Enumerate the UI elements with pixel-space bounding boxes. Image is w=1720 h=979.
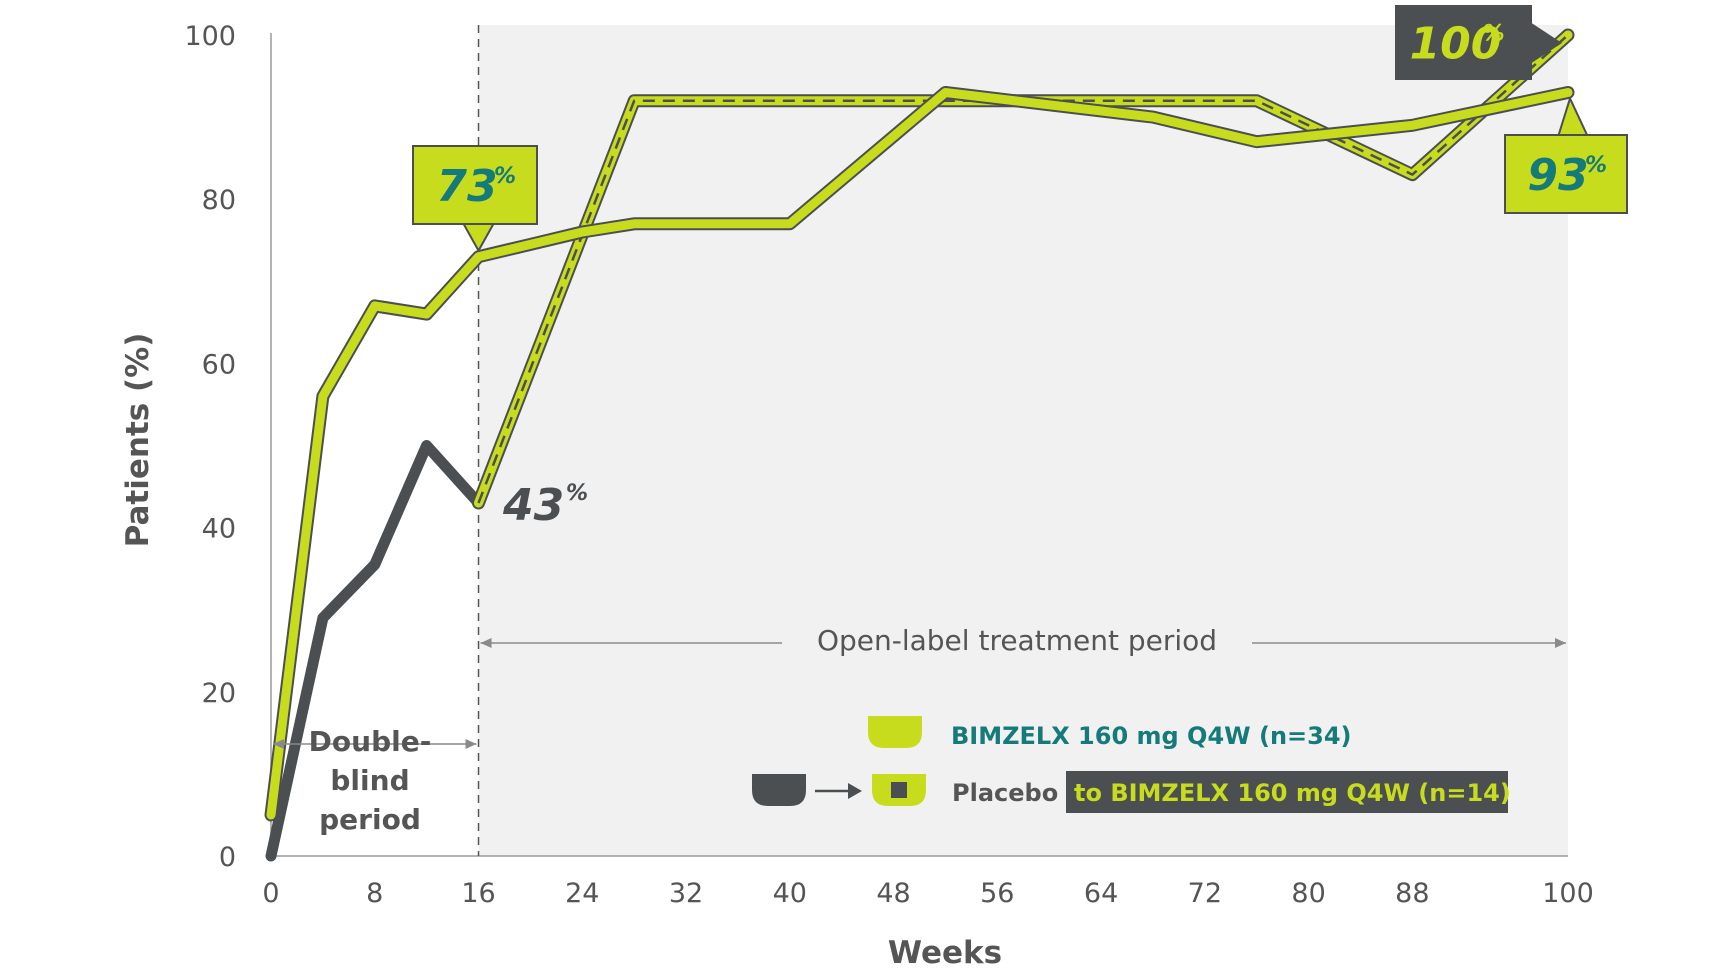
callout-73-box <box>412 145 538 225</box>
open-label-arrow-head-right <box>1555 638 1566 648</box>
legend-swatch-bimzelx <box>868 716 922 748</box>
legend-switch-square-icon <box>891 782 907 798</box>
y-axis-title: Patients (%) <box>120 333 156 548</box>
double-blind-line-2: blind <box>330 764 409 797</box>
x-tick-label-10: 80 <box>1291 878 1325 909</box>
series-lines <box>264 28 1575 862</box>
callout-93-value: 93 <box>1527 150 1588 201</box>
callout-73: 73% <box>412 145 538 252</box>
legend-switch-label-box <box>1066 771 1508 813</box>
y-tick-label-5: 100 <box>184 21 236 52</box>
legend-swatch-placebo <box>752 774 806 806</box>
double-blind-line-3: period <box>319 803 421 836</box>
series-bimzelx-fill <box>266 88 1573 820</box>
callout-93-box <box>1504 134 1628 214</box>
x-tick-label-2: 16 <box>461 878 495 909</box>
callout-100-box <box>1395 5 1532 80</box>
y-tick-label-3: 60 <box>202 349 236 380</box>
callout-100-value: 100 <box>1410 19 1502 70</box>
callout-100-unit: % <box>1482 22 1504 47</box>
x-tick-label-12: 100 <box>1542 878 1594 909</box>
double-blind-line-1: Double- <box>309 725 432 758</box>
legend: BIMZELX 160 mg Q4W (n=34) Placebo to BIM… <box>752 716 1511 813</box>
callout-93: 93% <box>1504 97 1628 214</box>
callout-100: 100% <box>1395 5 1562 80</box>
callout-93-unit: % <box>1585 153 1607 178</box>
series-placebo-line <box>265 440 484 862</box>
double-blind-arrow <box>273 739 477 749</box>
double-blind-arrow-head-right <box>465 739 477 749</box>
series-placebo <box>265 440 484 862</box>
x-tick-label-8: 64 <box>1084 878 1118 909</box>
x-tick-label-9: 72 <box>1188 878 1222 909</box>
open-label-period-label: Open-label treatment period <box>782 620 1252 660</box>
open-label-text: Open-label treatment period <box>817 624 1217 657</box>
annotations: 73%43 %100%93% <box>273 5 1628 749</box>
legend-label-placebo: Placebo <box>952 779 1058 807</box>
legend-label-switch: to BIMZELX 160 mg Q4W (n=14) <box>1074 779 1511 807</box>
x-axis-title: Weeks <box>888 935 1002 971</box>
open-label-label-backing <box>782 620 1252 660</box>
callout-73-value: 73 <box>436 161 497 212</box>
y-tick-label-0: 0 <box>219 842 236 873</box>
callout-100-pointer <box>1530 22 1562 64</box>
callout-43: 43% <box>502 480 588 531</box>
tick-labels: 0 8 16 24 32 40 48 56 64 72 80 88 100 0 20 40 60 80 100 <box>184 21 1593 909</box>
x-tick-label-0: 0 <box>262 878 279 909</box>
axes <box>270 25 1568 857</box>
legend-arrow <box>815 783 862 799</box>
x-tick-label-7: 56 <box>980 878 1014 909</box>
legend-label-bimzelx: BIMZELX 160 mg Q4W (n=34) <box>951 722 1352 750</box>
legend-arrow-head <box>848 783 862 799</box>
series-bimzelx <box>264 86 1575 822</box>
callout-73-unit: % <box>494 164 516 189</box>
callout-43-value: 43 <box>502 480 564 531</box>
y-tick-label-2: 40 <box>202 514 236 545</box>
double-blind-period-label: Double- blind period <box>309 725 432 836</box>
x-tick-label-6: 48 <box>876 878 910 909</box>
x-tick-label-1: 8 <box>366 878 383 909</box>
x-tick-label-5: 40 <box>773 878 807 909</box>
y-tick-label-4: 80 <box>202 185 236 216</box>
x-tick-label-4: 32 <box>669 878 703 909</box>
x-tick-label-3: 24 <box>565 878 599 909</box>
callout-43-unit: % <box>566 481 588 506</box>
y-tick-label-1: 20 <box>202 678 236 709</box>
double-blind-arrow-head-left <box>273 739 284 749</box>
x-tick-label-11: 88 <box>1395 878 1429 909</box>
open-label-arrow-head-left <box>480 638 492 648</box>
